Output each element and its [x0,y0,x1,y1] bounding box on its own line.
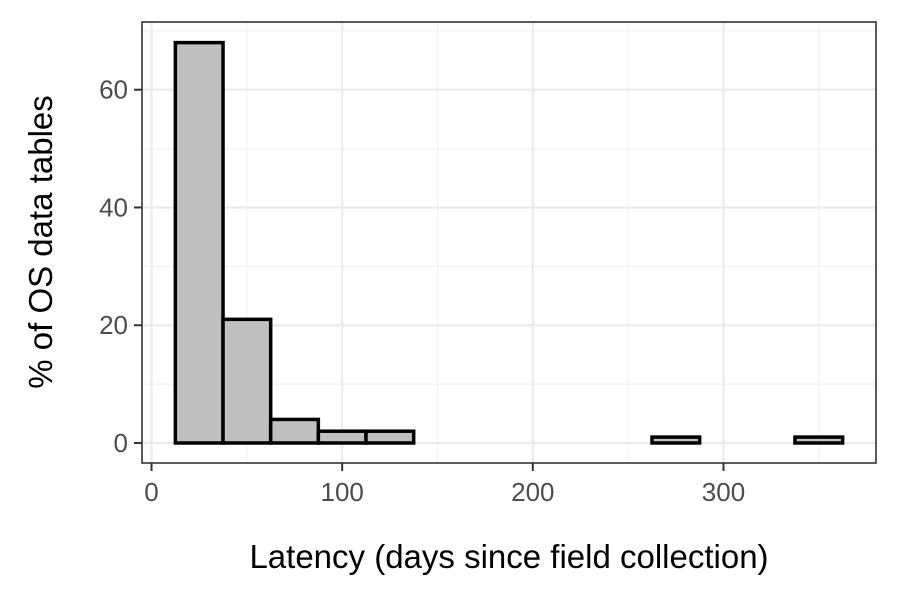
x-tick-label: 200 [511,477,554,507]
y-axis-title: % of OS data tables [22,95,59,389]
x-axis-title: Latency (days since field collection) [249,538,768,575]
y-tick-label: 0 [114,428,128,458]
histogram-bar [221,317,273,445]
panel-border [141,21,877,464]
y-tick-label: 60 [99,75,128,105]
y-axis-ticks: 0 20 40 60 [99,75,142,458]
minor-gridlines [142,22,876,463]
histogram-bar [268,417,321,445]
histogram-bars [173,40,845,445]
histogram-bar [793,435,845,445]
x-tick-label: 0 [144,477,158,507]
histogram-bar [173,40,225,445]
y-tick-label: 40 [99,192,128,222]
histogram-bar [316,429,368,445]
y-tick-label: 20 [99,310,128,340]
histogram-bar [364,429,416,445]
histogram-bar [650,435,702,445]
x-tick-label: 300 [702,477,745,507]
x-tick-label: 100 [320,477,363,507]
x-axis-ticks: 0 100 200 300 [144,463,745,507]
